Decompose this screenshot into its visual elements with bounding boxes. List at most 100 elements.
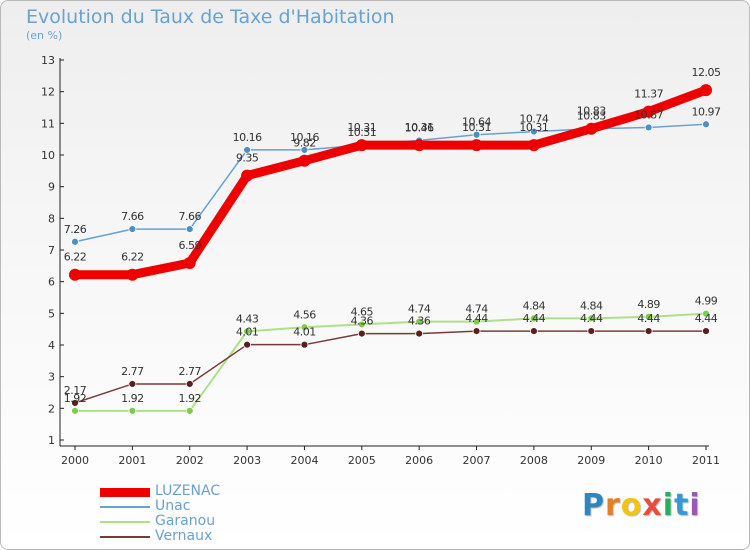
y-tick-label: 5 (48, 307, 55, 320)
data-point-unac (243, 146, 251, 154)
logo-letter: r (605, 488, 621, 523)
data-point-luzenac (69, 268, 81, 281)
data-label-unac: 7.66 (178, 210, 201, 223)
logo-letter: o (620, 488, 643, 523)
data-point-garanou (587, 314, 596, 323)
data-label-luzenac: 6.22 (64, 251, 87, 264)
logo-letter: P (582, 488, 605, 523)
data-label-vernaux: 4.44 (637, 312, 660, 325)
legend-label: Garanou (155, 513, 216, 529)
data-point-unac (128, 225, 137, 234)
data-label-unac: 10.31 (347, 126, 376, 139)
data-point-garanou (185, 406, 194, 415)
y-tick-label: 12 (41, 86, 55, 99)
y-tick-label: 6 (48, 276, 55, 289)
data-point-luzenac (585, 122, 598, 135)
data-point-unac (300, 146, 309, 154)
data-label-unac: 10.87 (634, 108, 663, 121)
data-label-vernaux: 4.36 (351, 315, 374, 328)
data-point-vernaux (702, 327, 710, 335)
data-label-vernaux: 4.44 (580, 312, 603, 325)
data-label-luzenac: 9.35 (236, 152, 259, 165)
x-tick-label: 2007 (463, 454, 491, 467)
data-label-unac: 7.26 (64, 223, 87, 236)
x-tick-label: 2006 (405, 454, 433, 467)
data-label-vernaux: 4.01 (236, 326, 259, 339)
data-label-garanou: 4.74 (465, 303, 488, 316)
data-point-garanou (128, 406, 137, 415)
data-label-garanou: 4.84 (523, 299, 546, 312)
legend-swatch (100, 536, 150, 538)
y-tick-label: 8 (48, 212, 55, 225)
series-line-vernaux (74, 330, 707, 404)
y-tick-label: 1 (48, 434, 55, 447)
legend-swatch (100, 488, 150, 497)
data-point-vernaux (587, 327, 596, 335)
x-tick-label: 2001 (118, 454, 146, 467)
y-tick-label: 10 (41, 149, 55, 162)
data-point-unac (185, 225, 194, 234)
series-line-luzenac (70, 85, 711, 280)
data-point-luzenac (183, 256, 196, 269)
logo-letter: t (674, 488, 690, 523)
data-label-garanou: 4.99 (695, 295, 718, 308)
y-tick-label: 3 (48, 371, 55, 384)
data-label-garanou: 1.92 (64, 392, 87, 405)
data-point-luzenac (241, 169, 254, 182)
data-point-unac (71, 237, 79, 246)
data-point-garanou (357, 320, 366, 329)
data-label-vernaux: 4.36 (408, 315, 431, 328)
data-point-vernaux (71, 399, 79, 407)
data-label-garanou: 1.92 (178, 392, 201, 405)
data-point-luzenac (642, 105, 655, 118)
y-tick-label: 2 (48, 402, 55, 415)
x-tick-label: 2000 (61, 454, 89, 467)
data-point-luzenac (413, 139, 426, 152)
data-label-vernaux: 4.44 (523, 312, 546, 325)
x-tick-label: 2004 (290, 454, 318, 467)
y-tick-label: 13 (41, 54, 55, 67)
data-point-unac (644, 123, 653, 132)
data-point-vernaux (472, 327, 481, 335)
data-label-luzenac: 10.83 (577, 105, 606, 118)
data-point-garanou (415, 317, 424, 326)
data-label-garanou: 4.74 (408, 303, 431, 316)
data-point-garanou (472, 317, 481, 326)
data-label-garanou: 4.43 (236, 312, 259, 325)
x-tick-label: 2010 (635, 454, 663, 467)
chart-title: Evolution du Taux de Taxe d'Habitation (26, 6, 395, 28)
data-label-luzenac: 12.05 (692, 66, 721, 79)
data-label-unac: 10.16 (290, 131, 319, 144)
logo-letter: x (642, 488, 663, 523)
data-label-luzenac: 10.31 (405, 121, 434, 134)
data-point-garanou (644, 312, 653, 321)
legend-label: Unac (155, 498, 191, 514)
data-point-garanou (243, 327, 251, 336)
data-label-vernaux: 4.44 (465, 312, 488, 325)
x-tick-label: 2011 (692, 454, 720, 467)
series-line-garanou (74, 312, 707, 412)
data-label-luzenac: 6.59 (178, 239, 201, 252)
data-label-unac: 7.66 (121, 210, 144, 223)
data-label-unac: 10.97 (692, 105, 721, 118)
data-point-unac (702, 120, 710, 129)
data-point-vernaux (300, 340, 309, 349)
data-point-unac (472, 130, 481, 139)
y-tick-label: 11 (41, 117, 55, 130)
data-label-luzenac: 11.37 (634, 88, 663, 101)
logo-letter: i (689, 488, 701, 523)
y-tick-label: 9 (48, 181, 55, 194)
data-label-garanou: 4.89 (637, 298, 660, 311)
data-label-luzenac: 10.31 (519, 121, 548, 134)
data-point-garanou (71, 406, 79, 415)
data-point-garanou (530, 314, 538, 323)
data-point-luzenac (126, 268, 139, 281)
data-point-vernaux (128, 380, 137, 388)
data-label-unac: 10.16 (233, 131, 262, 144)
data-label-garanou: 4.56 (293, 308, 316, 321)
data-label-unac: 10.46 (405, 121, 434, 134)
data-label-garanou: 1.92 (121, 392, 144, 405)
data-label-vernaux: 2.77 (121, 365, 144, 378)
proxiti-logo: Proxiti (582, 488, 701, 523)
